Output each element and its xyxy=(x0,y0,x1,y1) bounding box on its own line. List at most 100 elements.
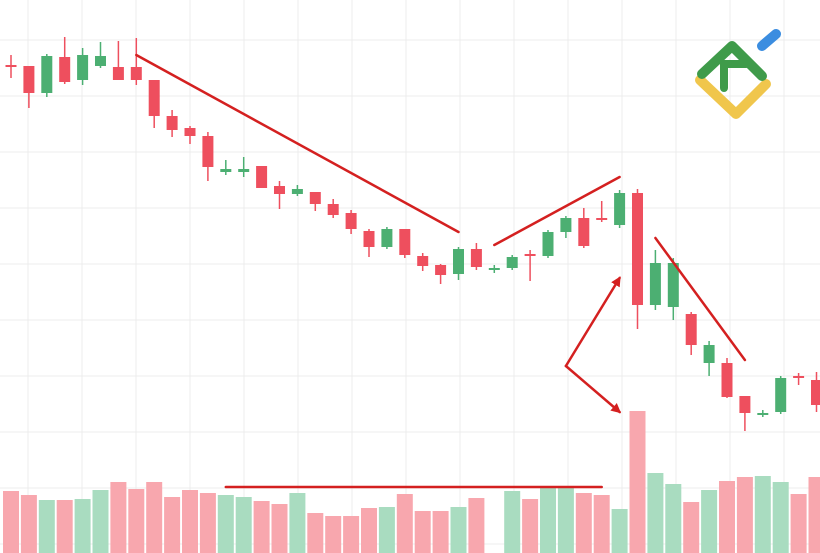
candle-body xyxy=(5,65,17,67)
candle-body xyxy=(345,213,357,229)
candle-body xyxy=(274,186,285,194)
volume-bars xyxy=(3,411,820,553)
trend-annotations xyxy=(135,53,747,489)
volume-bar xyxy=(450,507,467,553)
volume-bar xyxy=(432,511,449,553)
volume-bar xyxy=(414,511,431,553)
candle-body xyxy=(202,136,214,167)
annotation-arrow xyxy=(564,364,622,414)
candle-body xyxy=(667,263,679,307)
volume-bar xyxy=(522,499,539,553)
candle-body xyxy=(148,80,160,116)
volume-bar xyxy=(611,509,628,553)
volume-bar xyxy=(3,491,19,553)
candle-body xyxy=(23,66,35,93)
volume-bar xyxy=(199,493,216,553)
candle-body xyxy=(256,166,268,188)
trend-line xyxy=(654,236,747,362)
candle-body xyxy=(220,169,232,172)
candle-body xyxy=(542,232,554,256)
candle-body xyxy=(811,380,820,405)
candle-body xyxy=(632,193,643,305)
volume-bar xyxy=(164,497,181,553)
candle-body xyxy=(703,345,715,363)
volume-bar xyxy=(146,482,163,553)
volume-bar xyxy=(289,493,306,553)
volume-bar xyxy=(719,481,735,553)
volume-bar xyxy=(56,500,73,553)
candle-body xyxy=(130,67,142,80)
candle-body xyxy=(417,256,429,266)
volume-bar xyxy=(504,491,521,553)
candle-body xyxy=(524,254,536,256)
volume-bar xyxy=(182,490,198,553)
volume-bar xyxy=(557,486,574,553)
trend-line xyxy=(135,53,460,234)
candle-body xyxy=(327,204,339,215)
candle-body xyxy=(59,57,71,82)
candle-body xyxy=(381,229,393,247)
candle-body xyxy=(775,378,787,412)
candle-body xyxy=(309,192,321,204)
candle-body xyxy=(721,363,733,397)
price-candles xyxy=(5,37,820,431)
volume-bar xyxy=(736,477,753,553)
candle-body xyxy=(95,56,106,66)
candle-body xyxy=(685,314,697,345)
candle-body xyxy=(488,268,500,270)
candle-body xyxy=(291,189,303,194)
volume-bar xyxy=(307,513,324,553)
candle-body xyxy=(453,249,464,274)
candle-body xyxy=(506,257,518,268)
volume-bar xyxy=(128,489,145,553)
volume-bar xyxy=(665,484,682,553)
candle-body xyxy=(41,56,53,93)
candle-body xyxy=(184,128,196,136)
volume-bar xyxy=(575,493,592,553)
candle-body xyxy=(363,231,375,247)
volume-bar xyxy=(253,501,270,553)
candle-body xyxy=(793,376,805,378)
volume-bar xyxy=(110,482,127,553)
candle-body xyxy=(757,413,769,415)
candle-body xyxy=(560,218,572,232)
candle-body xyxy=(578,218,590,246)
volume-bar xyxy=(629,411,646,553)
candle-body xyxy=(596,218,608,220)
volume-bar xyxy=(790,494,807,553)
volume-bar xyxy=(343,516,360,553)
volume-bar xyxy=(701,490,718,553)
volume-bar xyxy=(647,473,664,553)
volume-bar xyxy=(235,497,252,553)
candle-body xyxy=(166,116,178,130)
volume-bar xyxy=(754,476,771,553)
volume-bar xyxy=(378,507,395,553)
volume-bar xyxy=(593,495,610,553)
volume-bar xyxy=(772,482,789,553)
volume-bar xyxy=(92,490,109,553)
volume-bar xyxy=(271,504,288,553)
candle-body xyxy=(470,249,482,267)
volume-bar xyxy=(20,495,37,553)
volume-bar xyxy=(38,500,55,553)
candle-body xyxy=(435,265,447,275)
candle-body xyxy=(649,263,661,305)
volume-bar xyxy=(683,502,700,553)
volume-bar xyxy=(468,498,485,553)
candle-body xyxy=(614,193,626,225)
candle-body xyxy=(399,229,411,255)
candle-body xyxy=(77,55,89,80)
brand-logo-icon xyxy=(695,29,781,119)
volume-bar xyxy=(396,494,413,553)
candle-body xyxy=(112,67,124,80)
volume-bar xyxy=(361,508,377,553)
volume-bar xyxy=(540,487,556,553)
volume-bar xyxy=(808,477,820,553)
volume-bar xyxy=(74,499,91,553)
annotation-arrow xyxy=(564,276,621,368)
volume-bar xyxy=(325,516,342,553)
candle-body xyxy=(238,169,250,172)
candle-body xyxy=(739,396,751,413)
volume-bar xyxy=(217,495,234,553)
